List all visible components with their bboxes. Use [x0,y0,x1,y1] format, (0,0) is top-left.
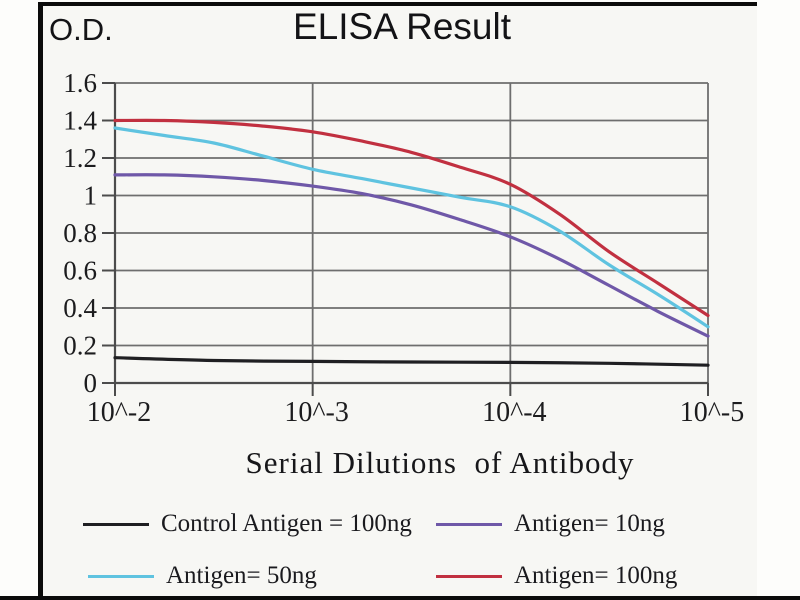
legend-item-antigen-100ng: Antigen= 100ng [436,562,677,590]
x-tick-label: 10^-5 [680,397,744,428]
legend-line-swatch [436,574,502,578]
y-tick-label: 1 [84,181,98,211]
legend-line-swatch [88,574,154,578]
y-tick-label: 0.8 [63,218,97,248]
legend-line-swatch [436,522,502,526]
x-tick-label: 10^-3 [284,397,348,428]
legend-line-swatch [83,522,149,526]
y-tick-label: 0 [84,368,98,398]
x-tick-label: 10^-2 [87,397,151,428]
x-tick-label: 10^-4 [482,397,546,428]
legend-label: Antigen= 10ng [514,510,665,537]
legend-item-antigen-10ng: Antigen= 10ng [436,510,665,538]
legend-label: Antigen= 100ng [514,562,678,589]
y-tick-label: 0.2 [63,331,97,361]
legend-label: Control Antigen = 100ng [161,510,412,537]
legend-label: Antigen= 50ng [166,562,317,589]
legend-item-antigen-50ng: Antigen= 50ng [88,562,317,590]
series-line-control-antigen-100ng [113,356,710,367]
y-axis-title: O.D. [49,12,113,47]
legend-item-control-antigen-100ng: Control Antigen = 100ng [83,510,412,538]
photo-frame-bottom-edge [0,596,800,600]
y-tick-label: 0.6 [63,256,97,286]
y-tick-label: 1.4 [63,106,97,136]
series-line-antigen-100ng [113,118,710,318]
y-tick-label: 1.2 [63,143,97,173]
series-line-antigen-10ng [113,173,710,338]
series-line-antigen-50ng [113,126,710,329]
x-axis-title: Serial Dilutions of Antibody [245,445,635,480]
y-tick-label: 1.6 [63,68,97,98]
chart-title: ELISA Result [292,6,511,47]
y-tick-label: 0.4 [63,293,97,323]
